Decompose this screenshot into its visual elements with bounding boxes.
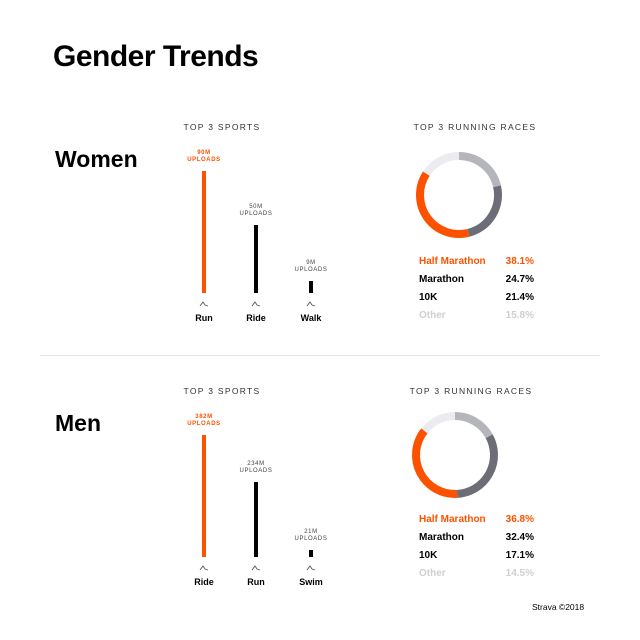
category-label: Run <box>247 577 265 587</box>
legend-label: Other <box>419 310 446 321</box>
donut-segment <box>456 434 498 498</box>
legend-label: Half Marathon <box>419 514 486 525</box>
donut <box>412 412 498 498</box>
donut-segment <box>416 171 470 238</box>
legend-value: 17.1% <box>505 550 534 561</box>
sport-icon <box>251 301 261 307</box>
bar <box>202 171 206 293</box>
value-label: 50M UPLOADS <box>239 204 273 218</box>
bar <box>254 225 258 293</box>
donut-segment <box>412 428 458 498</box>
legend-value: 38.1% <box>505 256 534 267</box>
donut-segment <box>422 152 460 177</box>
chart-title: TOP 3 RUNNING RACES <box>409 386 533 396</box>
section-label: Women <box>55 146 138 172</box>
legend-value: 15.8% <box>505 310 534 321</box>
sport-icon <box>306 565 316 571</box>
donut-segment <box>454 412 493 439</box>
legend-label: Marathon <box>419 532 464 543</box>
value-label: 382M UPLOADS <box>187 414 221 427</box>
value-label: 90M UPLOADS <box>187 150 221 163</box>
value-label: 9M UPLOADS <box>294 259 328 273</box>
legend-value: 36.8% <box>505 514 534 525</box>
legend-value: 24.7% <box>505 274 534 285</box>
legend-label: Marathon <box>419 274 464 285</box>
value-label: 21M UPLOADS <box>294 529 328 543</box>
icon-stroke <box>306 301 316 307</box>
value-label: 234M UPLOADS <box>239 461 273 475</box>
icon-stroke <box>251 565 261 571</box>
section-label: Men <box>55 410 101 436</box>
icon-stroke <box>199 565 209 571</box>
legend-value: 32.4% <box>505 532 534 543</box>
legend-label: 10K <box>419 292 438 303</box>
bar <box>309 280 313 293</box>
bar <box>202 435 206 557</box>
category-label: Swim <box>299 577 323 587</box>
sport-icon <box>199 565 209 571</box>
bar <box>254 482 258 557</box>
legend-value: 14.5% <box>505 568 534 579</box>
legend-value: 21.4% <box>505 292 534 303</box>
bar <box>309 550 313 557</box>
donut <box>416 152 502 238</box>
category-label: Run <box>195 313 213 323</box>
donut-segment <box>421 412 456 434</box>
category-label: Walk <box>300 313 322 323</box>
icon-stroke <box>306 565 316 571</box>
sport-icon <box>251 565 261 571</box>
page-title: Gender Trends <box>53 40 259 73</box>
sport-icon <box>306 301 316 307</box>
legend-label: 10K <box>419 550 438 561</box>
donut-segment <box>458 152 501 188</box>
legend-label: Half Marathon <box>419 256 486 267</box>
chart-title: TOP 3 RUNNING RACES <box>413 122 537 132</box>
footer: Strava ©2018 <box>532 602 585 612</box>
divider <box>40 355 600 356</box>
donut-segment <box>467 185 502 237</box>
icon-stroke <box>251 301 261 307</box>
chart-title: TOP 3 SPORTS <box>183 386 261 396</box>
category-label: Ride <box>246 313 266 323</box>
category-label: Ride <box>194 577 214 587</box>
sport-icon <box>199 301 209 307</box>
legend-label: Other <box>419 568 446 579</box>
icon-stroke <box>199 301 209 307</box>
chart-title: TOP 3 SPORTS <box>183 122 261 132</box>
